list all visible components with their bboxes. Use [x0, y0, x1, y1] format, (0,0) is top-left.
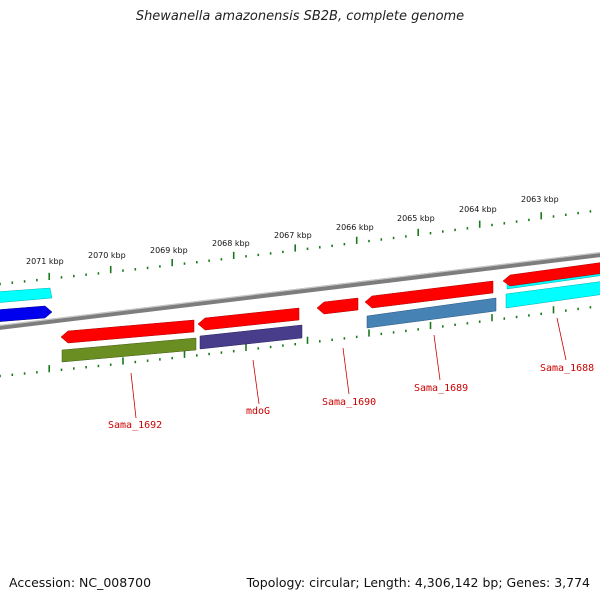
gene-label-mdog: mdoG [246, 406, 270, 417]
map-title: Shewanella amazonensis SB2B, complete ge… [135, 9, 465, 24]
genome-backbone-highlight [0, 252, 600, 327]
scale-label-2069: 2069 kbp [150, 246, 188, 255]
cds-sama-1689[interactable] [364, 280, 494, 309]
gene-labels: Sama_1692 mdoG Sama_1690 Sama_1689 Sama_… [108, 363, 594, 431]
scale-label-2071: 2071 kbp [26, 257, 64, 266]
scale-ruler-top [0, 210, 592, 286]
gene-cyan-lower-right[interactable] [505, 281, 600, 309]
gene-sama-1688[interactable] [502, 262, 600, 287]
gene-sama-1692[interactable] [61, 337, 197, 363]
gene-mdog[interactable] [199, 324, 303, 350]
gene-sama-1689[interactable] [366, 297, 497, 329]
scale-label-2063: 2063 kbp [521, 195, 559, 204]
genome-summary-text: Topology: circular; Length: 4,306,142 bp… [246, 575, 590, 590]
gene-cyan-upper-left[interactable] [0, 287, 53, 303]
accession-text: Accession: NC_008700 [9, 575, 152, 590]
gene-label-sama-1688: Sama_1688 [540, 363, 594, 374]
cds-blue-left[interactable] [0, 305, 53, 322]
scale-label-2068: 2068 kbp [212, 239, 250, 248]
scale-label-2064: 2064 kbp [459, 205, 497, 214]
cds-mdog[interactable] [197, 307, 300, 331]
scale-label-2066: 2066 kbp [336, 223, 374, 232]
scale-label-2065: 2065 kbp [397, 214, 435, 223]
scale-label-2070: 2070 kbp [88, 251, 126, 260]
gene-label-sama-1689: Sama_1689 [414, 383, 468, 394]
cds-sama-1690[interactable] [316, 297, 359, 315]
scale-label-2067: 2067 kbp [274, 231, 312, 240]
scale-ruler-bottom [0, 306, 592, 378]
label-leaders [130, 317, 567, 419]
cds-track [0, 280, 494, 344]
genome-backbone [0, 252, 600, 330]
gene-label-sama-1690: Sama_1690 [322, 397, 376, 408]
cds-sama-1692[interactable] [60, 319, 195, 344]
reverse-genes [61, 281, 600, 363]
forward-genes [0, 262, 600, 303]
gene-label-sama-1692: Sama_1692 [108, 420, 162, 431]
scale-labels: 2071 kbp 2070 kbp 2069 kbp 2068 kbp 2067… [26, 195, 559, 266]
